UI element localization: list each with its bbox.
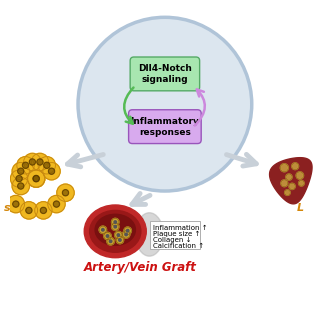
Circle shape [43, 163, 60, 180]
Circle shape [31, 153, 49, 171]
Circle shape [57, 184, 74, 201]
Circle shape [107, 237, 114, 245]
Circle shape [119, 239, 121, 241]
Circle shape [7, 196, 25, 213]
Circle shape [117, 234, 120, 236]
Circle shape [28, 170, 45, 187]
Circle shape [48, 196, 65, 213]
Text: Collagen ↓: Collagen ↓ [153, 237, 192, 243]
Circle shape [22, 162, 28, 168]
Circle shape [122, 231, 130, 238]
FancyBboxPatch shape [129, 110, 201, 144]
Circle shape [115, 231, 122, 239]
Circle shape [26, 207, 32, 213]
Circle shape [78, 17, 252, 191]
Circle shape [33, 175, 39, 182]
Circle shape [28, 170, 45, 187]
Circle shape [124, 227, 132, 235]
Circle shape [12, 163, 29, 180]
Polygon shape [269, 158, 312, 204]
Circle shape [109, 240, 112, 243]
Circle shape [284, 190, 290, 196]
FancyBboxPatch shape [150, 221, 200, 249]
Circle shape [24, 153, 41, 171]
Text: se Tissue: se Tissue [4, 203, 62, 213]
Circle shape [20, 202, 37, 219]
Circle shape [44, 162, 50, 168]
Circle shape [280, 164, 288, 172]
Text: Inflammatory
responses: Inflammatory responses [131, 116, 199, 137]
Ellipse shape [84, 205, 146, 258]
Ellipse shape [90, 211, 141, 252]
Circle shape [48, 168, 55, 174]
Circle shape [114, 226, 116, 228]
Circle shape [114, 221, 116, 223]
Circle shape [29, 159, 36, 165]
Circle shape [17, 156, 34, 174]
Ellipse shape [135, 213, 163, 256]
Text: Calcification ↑: Calcification ↑ [153, 243, 204, 249]
Circle shape [102, 228, 104, 231]
Circle shape [53, 201, 60, 207]
Ellipse shape [95, 214, 135, 245]
Circle shape [112, 218, 119, 226]
Circle shape [112, 223, 119, 230]
Circle shape [13, 201, 19, 207]
Circle shape [104, 232, 111, 240]
Text: Inflammation ↑: Inflammation ↑ [153, 225, 208, 231]
FancyArrowPatch shape [124, 88, 133, 124]
Circle shape [106, 235, 109, 237]
Circle shape [16, 175, 22, 182]
FancyArrowPatch shape [195, 89, 205, 125]
Circle shape [289, 183, 295, 189]
Circle shape [35, 202, 52, 219]
Circle shape [11, 170, 28, 187]
Circle shape [125, 233, 127, 236]
Circle shape [299, 180, 304, 186]
Text: Plaque size ↑: Plaque size ↑ [153, 231, 200, 237]
Circle shape [33, 175, 39, 182]
FancyBboxPatch shape [130, 57, 200, 91]
Circle shape [292, 163, 299, 170]
Circle shape [38, 156, 55, 174]
Circle shape [99, 226, 107, 234]
Circle shape [18, 168, 24, 174]
Text: Artery/Vein Graft: Artery/Vein Graft [84, 260, 196, 274]
Circle shape [37, 159, 43, 165]
Circle shape [286, 174, 292, 180]
Text: Dll4-Notch
signaling: Dll4-Notch signaling [138, 64, 192, 84]
Circle shape [18, 183, 24, 189]
Circle shape [281, 180, 288, 187]
Circle shape [296, 172, 304, 179]
Circle shape [12, 177, 29, 195]
Circle shape [62, 190, 68, 196]
Circle shape [116, 236, 124, 244]
Circle shape [40, 207, 46, 213]
Circle shape [126, 229, 129, 232]
Text: L: L [296, 203, 303, 213]
